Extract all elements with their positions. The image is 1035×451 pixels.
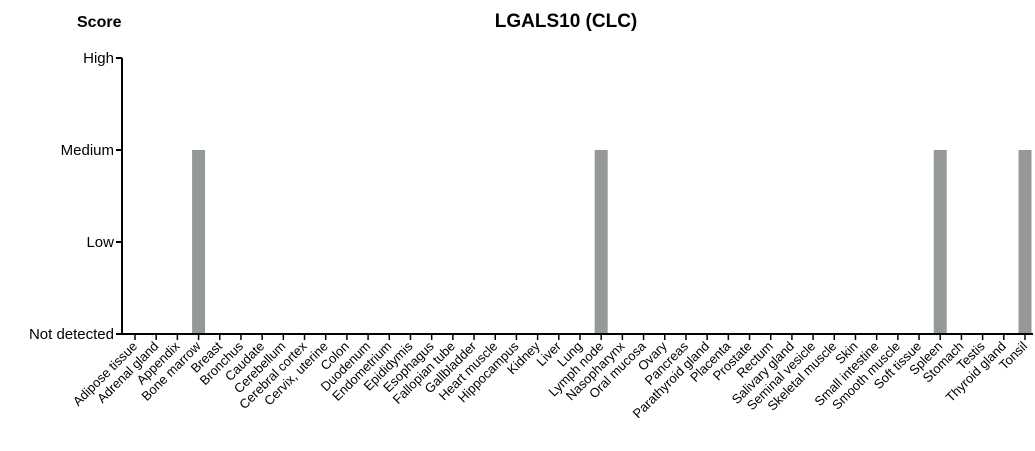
y-tick-label-not-detected: Not detected	[29, 326, 114, 343]
bar-spleen	[933, 150, 947, 334]
bar-lymph-node	[594, 150, 608, 334]
y-tick-label-low: Low	[86, 234, 114, 251]
bar-bone-marrow	[192, 150, 206, 334]
y-tick-label-high: High	[83, 50, 114, 67]
bar-tonsil	[1018, 150, 1032, 334]
y-tick-label-medium: Medium	[61, 142, 114, 159]
y-axis-label: Score	[77, 14, 122, 31]
y-ticks: Not detected Low Medium High	[29, 50, 122, 343]
chart-title: LGALS10 (CLC)	[495, 11, 638, 32]
bars	[192, 150, 1032, 334]
